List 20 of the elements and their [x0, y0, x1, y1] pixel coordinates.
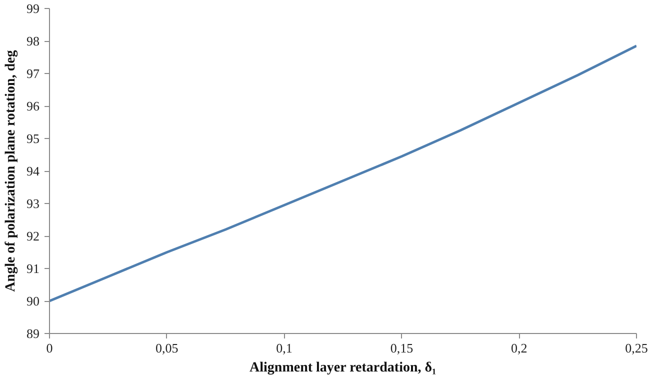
y-tick-label: 99 [26, 1, 40, 16]
y-tick-label: 90 [26, 294, 40, 308]
x-tick-label: 0,15 [390, 340, 414, 356]
y-tick-label: 94 [26, 164, 40, 178]
line-series [50, 44, 636, 302]
y-tick-label: 91 [26, 261, 40, 276]
y-tick-label: 95 [26, 131, 40, 146]
x-tick-label: 0,2 [510, 340, 528, 356]
y-tick-label: 98 [26, 34, 40, 48]
x-tick-label: 0,05 [156, 340, 178, 356]
x-tick-label: 0 [46, 340, 53, 356]
x-axis-title: Alignment layer retardation, δ₁ [250, 360, 436, 376]
y-tick-label: 93 [26, 196, 40, 211]
y-tick-label: 96 [26, 98, 40, 114]
x-tick-label: 0,25 [625, 340, 648, 356]
y-tick-label: 92 [26, 228, 40, 244]
y-axis-title: Angle of polarization plane rotation, deg [4, 50, 18, 292]
x-tick-label: 0,1 [276, 340, 292, 356]
y-tick-label: 97 [26, 66, 40, 81]
y-tick-label: 89 [26, 326, 40, 341]
